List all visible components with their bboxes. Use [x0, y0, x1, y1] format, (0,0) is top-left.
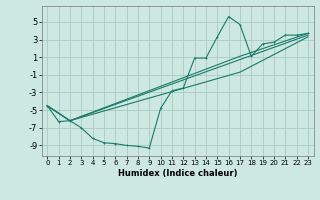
X-axis label: Humidex (Indice chaleur): Humidex (Indice chaleur)	[118, 169, 237, 178]
